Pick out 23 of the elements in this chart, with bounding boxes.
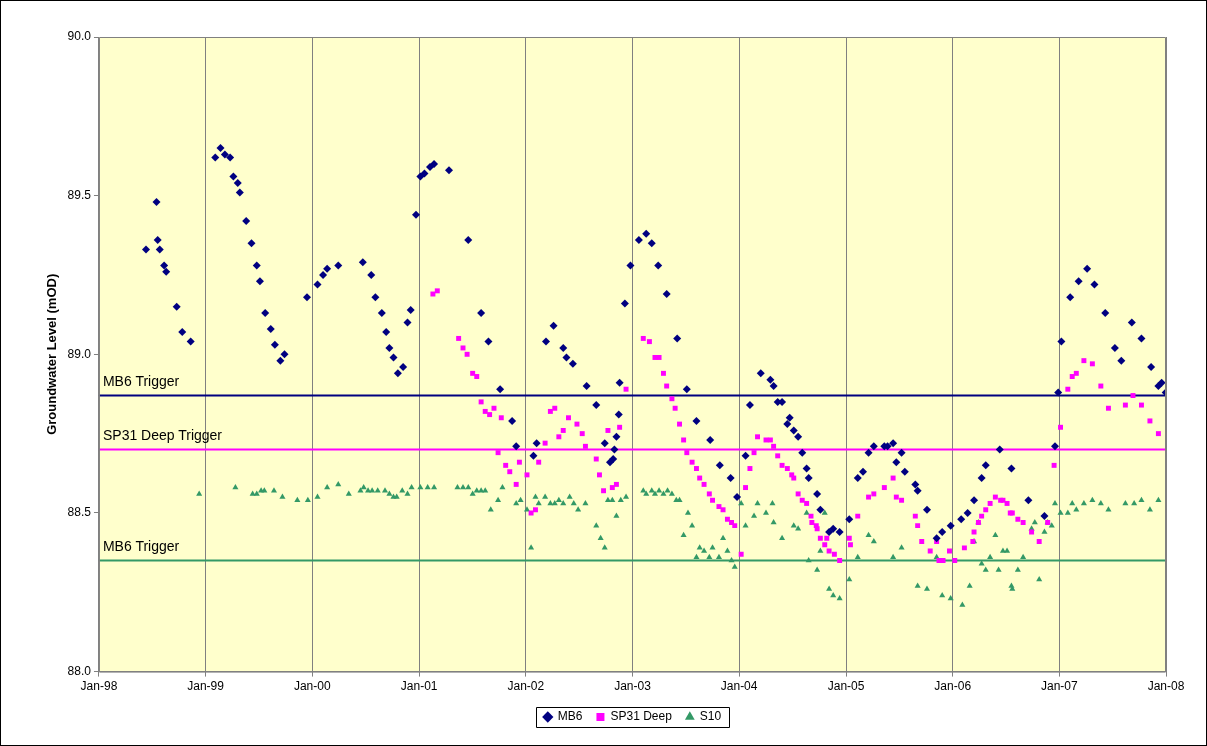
x-tick-label: Jan-01 <box>400 679 438 694</box>
ref-line-label: MB6 Trigger <box>102 538 180 555</box>
y-axis-title: Groundwater Level (mOD) <box>44 273 60 435</box>
y-tick-label: 89.5 <box>67 187 92 202</box>
x-tick-label: Jan-03 <box>614 679 652 694</box>
x-tick-label: Jan-98 <box>80 679 118 694</box>
x-tick-label: Jan-08 <box>1147 679 1185 694</box>
y-tick-label: 88.5 <box>67 505 92 520</box>
x-tick-label: Jan-99 <box>187 679 225 694</box>
x-tick-label: Jan-06 <box>934 679 972 694</box>
x-tick-label: Jan-00 <box>293 679 331 694</box>
y-tick-label: 88.0 <box>67 663 92 678</box>
legend-label: SP31 Deep <box>610 709 673 724</box>
legend-label: MB6 <box>557 709 583 724</box>
x-tick-label: Jan-02 <box>507 679 545 694</box>
x-tick-label: Jan-04 <box>720 679 758 694</box>
ref-line-label: MB6 Trigger <box>102 373 180 390</box>
x-tick-label: Jan-07 <box>1041 679 1079 694</box>
y-tick-label: 89.0 <box>67 346 92 361</box>
legend-label: S10 <box>699 709 722 724</box>
x-tick-label: Jan-05 <box>827 679 865 694</box>
y-tick-label: 90.0 <box>67 29 92 44</box>
ref-line-label: SP31 Deep Trigger <box>102 427 223 444</box>
